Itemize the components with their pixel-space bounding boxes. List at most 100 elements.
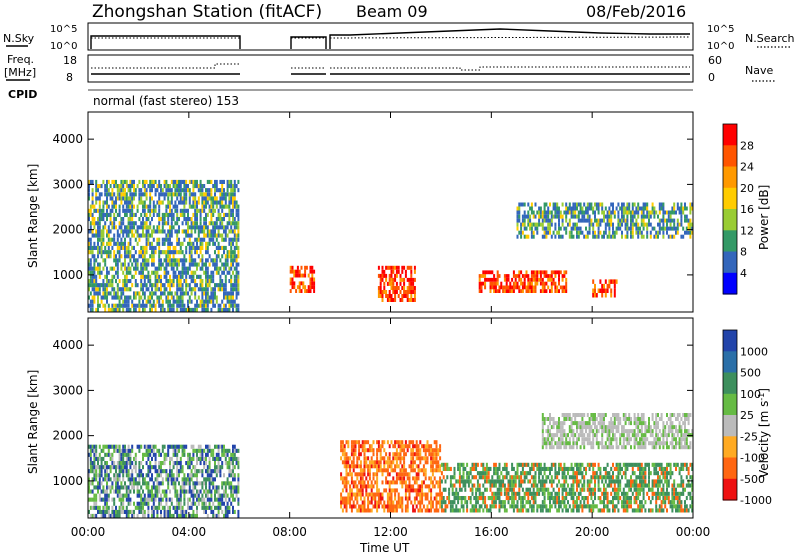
heat-cell	[161, 283, 164, 288]
heat-cell	[549, 491, 551, 496]
heat-cell	[640, 222, 643, 227]
heat-cell	[520, 230, 523, 235]
heat-cell	[95, 196, 98, 201]
heat-cell	[156, 287, 159, 292]
heat-cell	[370, 456, 373, 461]
heat-cell	[201, 204, 204, 209]
heat-cell	[107, 237, 110, 242]
heat-cell	[192, 225, 195, 230]
heat-cell	[354, 452, 357, 457]
heat-cell	[489, 479, 492, 484]
heat-cell	[567, 206, 569, 211]
heat-cell	[97, 461, 99, 466]
heat-cell	[91, 303, 94, 308]
heat-cell	[233, 485, 236, 490]
heat-cell	[419, 496, 422, 501]
heat-cell	[115, 295, 117, 300]
heat-cell	[570, 226, 573, 231]
heat-cell	[95, 279, 98, 284]
heat-cell	[579, 202, 582, 207]
heat-cell	[160, 192, 162, 197]
heat-cell	[653, 214, 656, 219]
heat-cell	[142, 489, 144, 494]
heat-cell	[185, 266, 188, 271]
heat-cell	[167, 217, 170, 222]
heat-cell	[547, 214, 550, 219]
heat-cell	[363, 508, 366, 513]
heat-cell	[233, 237, 236, 242]
heat-cell	[131, 262, 134, 267]
heat-cell	[518, 285, 521, 290]
heat-cell	[237, 233, 240, 238]
heat-cell	[424, 484, 427, 489]
heat-cell	[206, 489, 209, 494]
heat-cell	[124, 266, 126, 271]
heat-cell	[206, 188, 209, 193]
heat-cell	[404, 484, 407, 489]
heat-cell	[188, 217, 191, 222]
heat-cell	[363, 448, 366, 453]
heat-cell	[689, 218, 692, 223]
heat-cell	[169, 473, 171, 478]
heat-cell	[167, 196, 170, 201]
heat-cell	[129, 196, 132, 201]
heat-cell	[106, 229, 108, 234]
heat-cell	[215, 505, 218, 510]
heat-cell	[563, 496, 566, 501]
heat-cell	[424, 496, 427, 501]
heat-cell	[208, 179, 211, 184]
heat-cell	[484, 274, 487, 278]
heat-cell	[561, 483, 564, 488]
heat-cell	[116, 258, 119, 263]
heat-cell	[131, 274, 134, 279]
heat-cell	[142, 287, 144, 292]
heat-cell	[558, 210, 560, 215]
heat-cell	[390, 269, 393, 274]
heat-cell	[433, 448, 436, 453]
heat-cell	[410, 269, 413, 274]
heat-cell	[536, 504, 539, 509]
heat-cell	[480, 471, 483, 476]
heat-cell	[149, 225, 152, 230]
heat-cell	[527, 285, 530, 290]
heat-cell	[377, 492, 380, 497]
heat-cell	[181, 291, 184, 296]
heat-cell	[163, 444, 166, 449]
heat-cell	[536, 274, 539, 278]
heat-cell	[170, 262, 173, 267]
heat-cell	[543, 218, 546, 223]
heat-cell	[437, 452, 440, 457]
heat-cell	[215, 469, 218, 474]
heat-cell	[525, 500, 528, 505]
heat-cell	[98, 473, 101, 478]
heat-cell	[158, 245, 161, 250]
heat-cell	[689, 202, 692, 207]
heat-cell	[179, 291, 182, 296]
heat-cell	[235, 204, 238, 209]
heat-cell	[232, 485, 234, 490]
heat-cell	[178, 250, 180, 255]
heat-cell	[165, 299, 168, 304]
heat-cell	[118, 295, 121, 300]
heat-cell	[547, 285, 550, 290]
heat-cell	[340, 476, 343, 481]
heat-cell	[219, 204, 222, 209]
heat-cell	[97, 485, 99, 490]
heat-cell	[521, 281, 524, 286]
heat-cell	[352, 500, 355, 505]
heat-cell	[127, 477, 130, 482]
heat-cell	[496, 475, 499, 480]
heat-cell	[125, 212, 128, 217]
heat-cell	[554, 202, 557, 207]
heat-cell	[210, 452, 213, 457]
heat-cell	[485, 487, 488, 492]
heat-cell	[581, 475, 584, 480]
heat-cell	[98, 270, 101, 275]
heat-cell	[226, 258, 229, 263]
heat-cell	[145, 217, 148, 222]
heat-cell	[208, 254, 211, 259]
heat-cell	[660, 202, 663, 207]
heat-cell	[143, 501, 146, 506]
heat-cell	[388, 294, 391, 298]
nave-tick-top: 60	[708, 54, 722, 67]
